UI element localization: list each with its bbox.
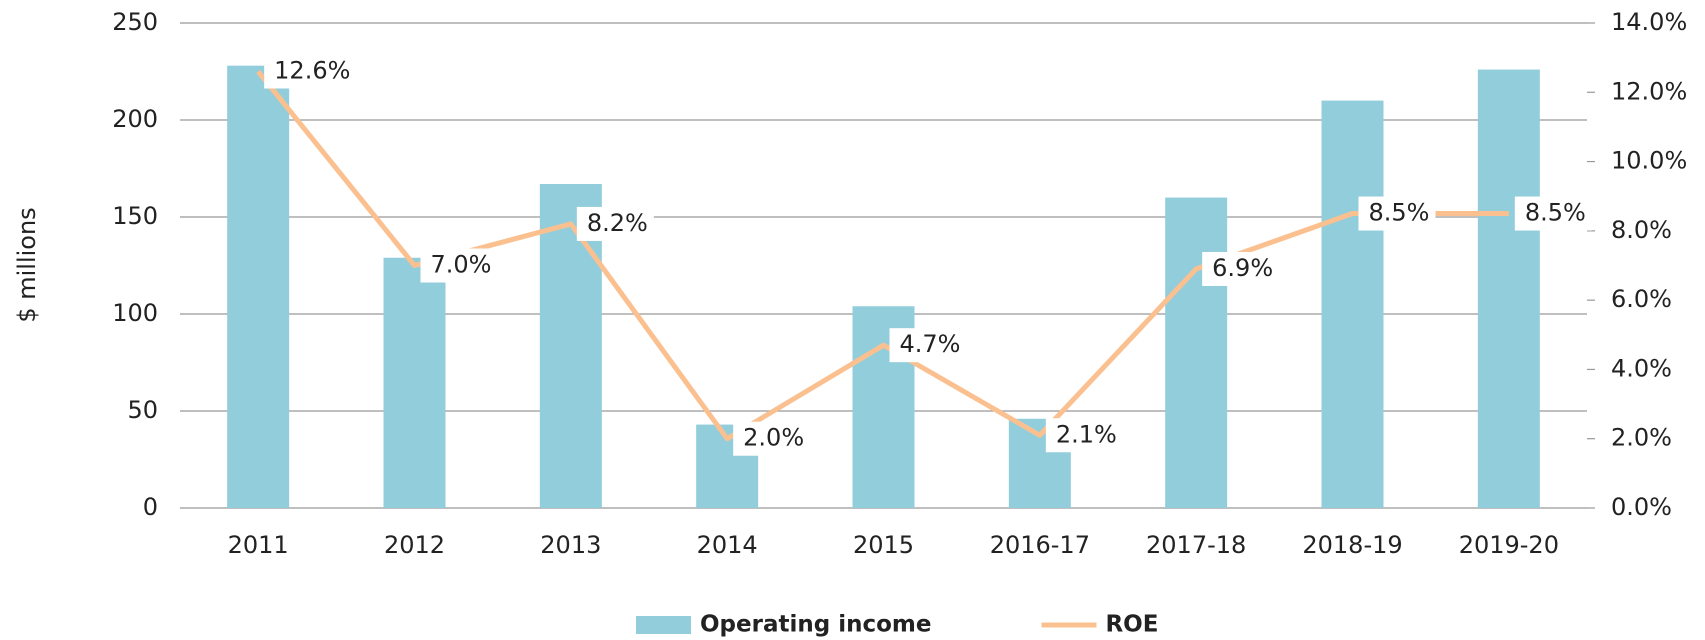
data-label-bg (264, 54, 357, 89)
data-label-bg (1202, 251, 1280, 286)
y-tick-label: 0 (143, 493, 158, 521)
data-label: 4.7% (900, 330, 961, 358)
data-label-bg (576, 206, 654, 241)
x-tick-label: 2019-20 (1459, 531, 1559, 559)
data-label: 8.5% (1525, 199, 1586, 227)
y-tick-label: 100 (112, 299, 158, 327)
data-label: 12.6% (274, 57, 350, 85)
data-label: 2.0% (743, 424, 804, 452)
data-label-bg (889, 328, 967, 363)
data-label-bg (733, 421, 811, 456)
y-tick-label: 250 (112, 8, 158, 36)
y2-tick-label: 2.0% (1611, 424, 1672, 452)
data-label-bg (1045, 418, 1123, 453)
data-label-bg (420, 248, 498, 283)
x-tick-label: 2011 (228, 531, 289, 559)
bar (1477, 69, 1540, 508)
data-label-bg (1358, 196, 1436, 231)
y2-tick-label: 14.0% (1611, 8, 1687, 36)
x-tick-label: 2017-18 (1146, 531, 1246, 559)
x-tick-label: 2016-17 (990, 531, 1090, 559)
data-label: 6.9% (1212, 254, 1273, 282)
y2-tick-label: 10.0% (1611, 147, 1687, 175)
y2-tick-label: 6.0% (1611, 285, 1672, 313)
y2-tick-label: 8.0% (1611, 216, 1672, 244)
y2-tick-label: 4.0% (1611, 354, 1672, 382)
data-label: 8.2% (587, 209, 648, 237)
legend-swatch (636, 616, 691, 634)
data-label-bg (1514, 196, 1592, 231)
data-label: 8.5% (1369, 199, 1430, 227)
x-tick-label: 2018-19 (1302, 531, 1402, 559)
x-tick-label: 2012 (384, 531, 445, 559)
y-tick-label: 150 (112, 202, 158, 230)
bar (383, 257, 446, 508)
x-tick-label: 2015 (853, 531, 914, 559)
bar (227, 65, 290, 509)
y2-tick-label: 0.0% (1611, 493, 1672, 521)
legend-label: ROE (1105, 612, 1158, 638)
bar (1165, 197, 1228, 508)
x-tick-label: 2013 (540, 531, 601, 559)
data-label: 2.1% (1056, 420, 1117, 448)
y-tick-label: 200 (112, 105, 158, 133)
legend-label: Operating income (700, 612, 931, 638)
data-label: 7.0% (431, 251, 492, 279)
x-tick-label: 2014 (697, 531, 758, 559)
y-tick-label: 50 (127, 396, 158, 424)
y-axis-label: $ millions (13, 207, 41, 322)
y2-tick-label: 12.0% (1611, 77, 1687, 105)
bar (1321, 100, 1384, 508)
